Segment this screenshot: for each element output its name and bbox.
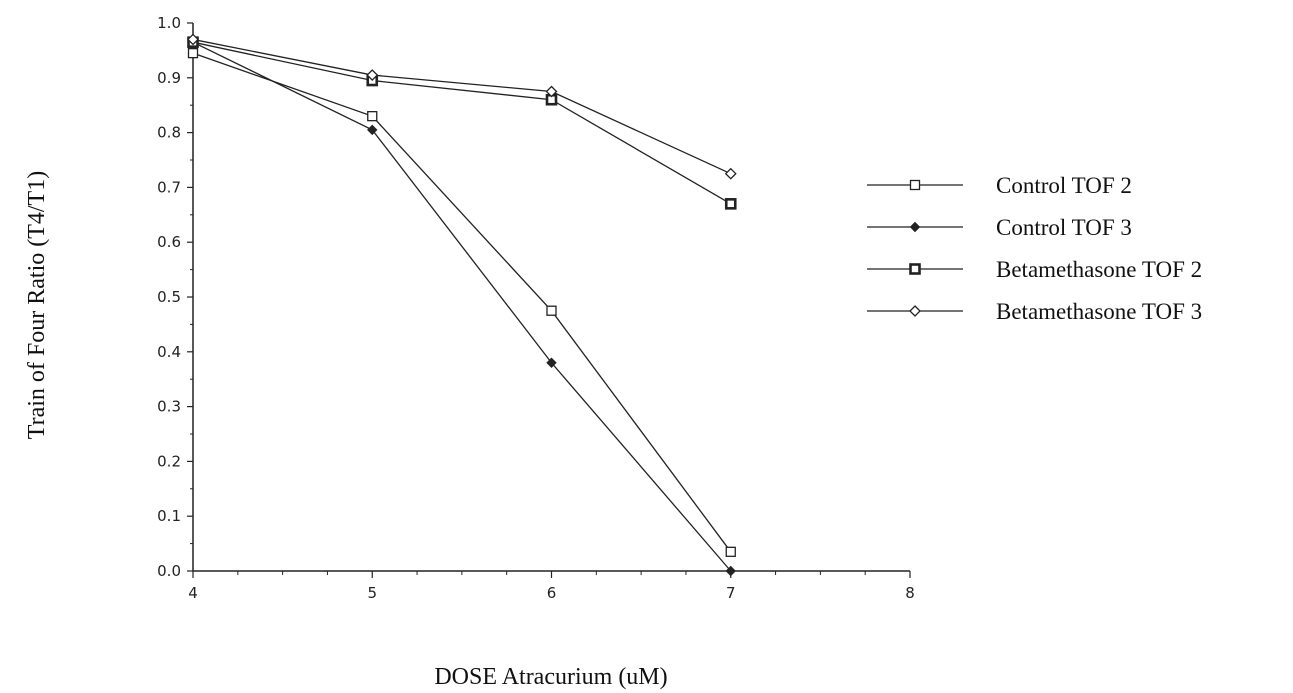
x-tick-label: 6 xyxy=(547,584,557,602)
x-tick-label: 7 xyxy=(726,584,736,602)
legend-item: Betamethasone TOF 3 xyxy=(867,299,1202,324)
data-point xyxy=(545,85,558,98)
series-3 xyxy=(192,41,732,205)
data-point xyxy=(187,47,199,59)
y-tick-label: 0.6 xyxy=(157,233,181,251)
legend-label: Betamethasone TOF 3 xyxy=(996,299,1202,324)
legend-item: Control TOF 3 xyxy=(867,215,1132,240)
data-point xyxy=(724,198,737,210)
legend-item: Betamethasone TOF 2 xyxy=(867,257,1202,282)
x-tick-label: 5 xyxy=(367,584,377,602)
y-tick-label: 0.9 xyxy=(157,69,181,87)
legend-label: Control TOF 2 xyxy=(996,173,1132,198)
data-point xyxy=(367,124,378,136)
data-point xyxy=(546,357,557,368)
y-tick-label: 0.5 xyxy=(157,288,181,306)
x-axis-title: DOSE Atracurium (uM) xyxy=(434,664,667,690)
legend-marker xyxy=(909,179,921,191)
series-4 xyxy=(192,38,732,175)
x-tick-label: 8 xyxy=(905,584,915,602)
y-tick-label: 0.1 xyxy=(157,507,181,525)
legend-item: Control TOF 2 xyxy=(867,173,1132,198)
series-layer xyxy=(187,33,737,577)
legend-label: Control TOF 3 xyxy=(996,215,1132,240)
data-point xyxy=(367,111,378,122)
data-point xyxy=(187,33,199,46)
legend-marker xyxy=(909,263,921,275)
series-line xyxy=(192,41,732,205)
legend-marker xyxy=(909,221,921,233)
y-tick-label: 1.0 xyxy=(157,14,181,32)
data-point xyxy=(366,69,379,81)
series-2 xyxy=(192,41,732,572)
series-line xyxy=(192,52,732,553)
y-tick-label: 0.7 xyxy=(157,178,181,196)
legend-marker xyxy=(909,305,921,317)
series-4-points xyxy=(187,33,737,180)
data-point xyxy=(725,565,736,577)
legend: Control TOF 2 Control TOF 3 Betamethasone … xyxy=(867,173,1202,324)
y-tick-label: 0.8 xyxy=(157,124,181,142)
x-tick-label: 4 xyxy=(188,584,198,602)
series-line xyxy=(192,41,732,572)
axes: 0.0 0.1 0.2 0.3 0.4 0.5 0.6 0.7 0.8 0.9 1.0 4 5 6 7 8 xyxy=(157,14,915,602)
y-tick-label: 0.0 xyxy=(157,562,181,580)
legend-label: Betamethasone TOF 2 xyxy=(996,257,1202,282)
y-tick-label: 0.3 xyxy=(157,398,181,416)
y-tick-label: 0.2 xyxy=(157,452,181,470)
data-point xyxy=(724,167,737,180)
y-axis-title: Train of Four Ratio (T4/T1) xyxy=(24,171,50,439)
series-1-points xyxy=(187,47,736,557)
data-point xyxy=(546,305,557,316)
series-line xyxy=(192,38,732,175)
series-2-points xyxy=(187,36,736,577)
series-1 xyxy=(192,52,732,553)
y-tick-label: 0.4 xyxy=(157,343,181,361)
data-point xyxy=(725,546,736,557)
series-3-points xyxy=(187,36,737,210)
